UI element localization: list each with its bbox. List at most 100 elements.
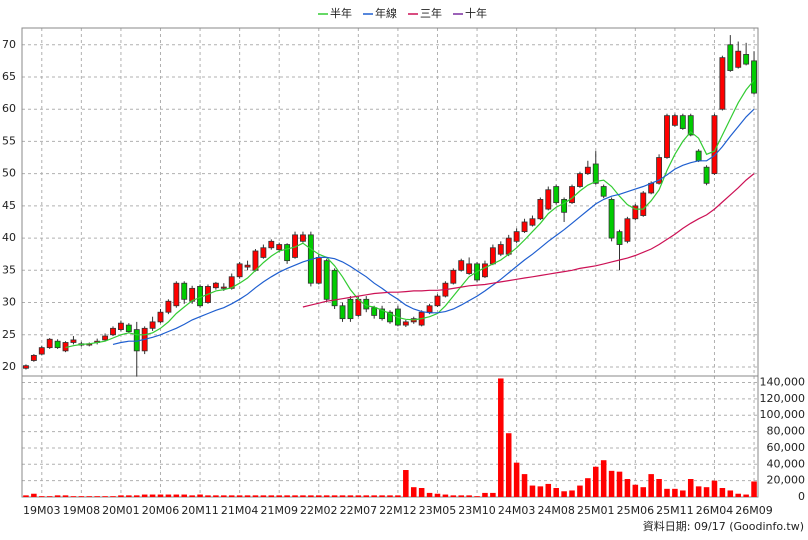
volume-bar <box>577 485 583 497</box>
volume-bar <box>347 495 354 497</box>
volume-bar <box>316 495 322 497</box>
volume-bar <box>458 495 464 497</box>
volume-bar <box>537 486 544 497</box>
volume-bar <box>323 495 330 497</box>
volume-bar <box>363 495 370 497</box>
y-tick-label: 45 <box>2 199 16 212</box>
volume-bar <box>181 494 188 497</box>
candle-body <box>703 166 710 184</box>
volume-bar <box>371 495 377 497</box>
volume-bar <box>157 494 164 497</box>
volume-bar <box>410 487 417 497</box>
candle-body <box>260 247 267 258</box>
candle-body <box>735 50 742 68</box>
candle-body <box>561 199 568 213</box>
volume-bar <box>403 470 409 497</box>
candle-body <box>671 115 678 126</box>
volume-bar <box>640 487 647 497</box>
x-tick-label: 25M11 <box>656 504 694 517</box>
candle-body <box>426 305 433 313</box>
candle-body <box>220 286 227 289</box>
candle-body <box>157 311 164 323</box>
x-tick-label: 22M12 <box>379 504 417 517</box>
volume-bar <box>695 486 702 497</box>
candle-body <box>482 263 488 278</box>
volume-bar <box>118 495 124 497</box>
candle-body <box>577 173 583 187</box>
candle-body <box>656 157 663 184</box>
x-tick-label: 20M11 <box>181 504 219 517</box>
candle-body <box>664 115 670 158</box>
candle-body <box>600 186 607 197</box>
candle-body <box>252 250 259 271</box>
volume-bar <box>197 494 203 497</box>
y-tick-label: 70 <box>2 38 16 51</box>
y-tick-label: 25 <box>2 328 16 341</box>
y-tick-label: 65 <box>2 70 16 83</box>
volume-bar <box>466 495 472 497</box>
volume-bar <box>244 495 251 497</box>
candle-body <box>300 234 306 242</box>
volume-bar <box>521 474 528 497</box>
candle-body <box>54 340 61 349</box>
legend-label: 三年 <box>420 6 442 20</box>
y-tick-label: 50 <box>2 167 16 180</box>
volume-bar <box>31 493 37 497</box>
candle-body <box>648 182 655 194</box>
ma-line <box>65 79 755 349</box>
volume-bar <box>173 494 180 497</box>
x-tick-label: 25M01 <box>577 504 615 517</box>
volume-bar <box>205 495 211 497</box>
candle-body <box>117 322 124 330</box>
candle-body <box>584 166 591 175</box>
volume-bar <box>102 496 108 497</box>
volume-bar <box>490 492 496 497</box>
volume-bar <box>165 494 172 497</box>
volume-bar <box>592 466 599 497</box>
volume-bar <box>711 480 718 497</box>
volume-bar <box>284 495 290 497</box>
candle-body <box>632 205 639 220</box>
volume-bar <box>703 487 710 497</box>
y-tick-label: 55 <box>2 134 16 147</box>
candle-body <box>228 276 235 289</box>
volume-bar <box>276 495 282 497</box>
candle-body <box>149 321 156 329</box>
volume-bar <box>133 495 140 497</box>
y2-tick-label: 140,000 <box>760 376 806 389</box>
candle-body <box>110 327 116 336</box>
volume-bar <box>680 490 686 497</box>
candle-body <box>458 260 465 271</box>
volume-bar <box>395 495 401 497</box>
candle-body <box>727 44 734 71</box>
volume-bar <box>379 495 385 497</box>
x-tick-label: 20M06 <box>142 504 180 517</box>
candle-body <box>751 60 757 94</box>
candle-body <box>165 300 172 313</box>
volume-bar <box>434 493 441 497</box>
candle-body <box>347 298 354 320</box>
volume-bar <box>624 479 631 497</box>
y-tick-label: 40 <box>2 231 16 244</box>
candle-body <box>284 244 291 262</box>
y-tick-label: 35 <box>2 263 16 276</box>
volume-bar <box>513 462 520 497</box>
volume-bar <box>672 488 678 497</box>
candle-body <box>173 282 180 307</box>
volume-bar <box>300 495 306 497</box>
candle-body <box>46 338 53 349</box>
candle-body <box>743 54 750 65</box>
candle-body <box>125 324 132 332</box>
y2-tick-label: 100,000 <box>760 408 806 421</box>
candle-body <box>679 115 686 129</box>
volume-bar <box>228 495 235 497</box>
volume-bar <box>561 491 567 497</box>
candle-body <box>387 311 393 323</box>
volume-bar <box>331 495 338 497</box>
candle-body <box>339 305 346 320</box>
x-tick-label: 26M04 <box>696 504 734 517</box>
volume-bar <box>648 474 654 497</box>
x-tick-label: 23M05 <box>419 504 457 517</box>
volume-bar <box>450 495 457 497</box>
